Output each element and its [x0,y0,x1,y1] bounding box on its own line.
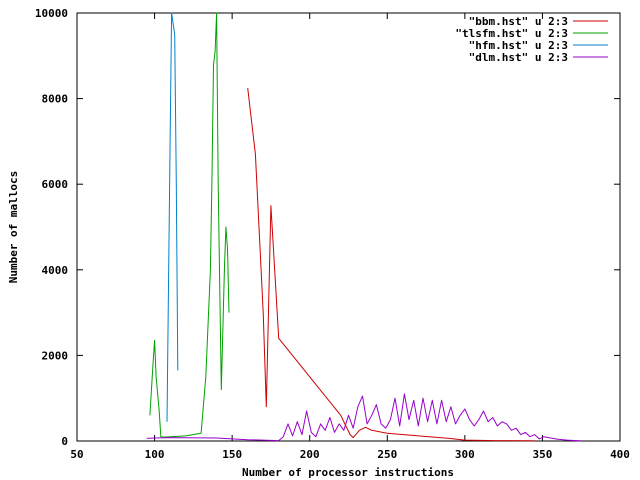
x-axis-label: Number of processor instructions [242,466,454,479]
y-axis-label: Number of mallocs [7,171,20,284]
ticks-layer: 50 100 150 200 250 300 350 40002000400060008000… [35,7,630,461]
x-tick-label: 400 [610,448,630,461]
series-line-3 [146,393,582,442]
x-tick-label: 100 [145,448,165,461]
x-tick-label: 150 [222,448,242,461]
plot-frame [76,12,621,442]
legend: "bbm.hst" u 2:3"tlsfm.hst" u 2:3"hfm.hst… [455,15,608,64]
legend-label: "hfm.hst" u 2:3 [469,39,568,52]
x-tick-label: 350 [532,448,552,461]
y-tick-label: 6000 [42,178,69,191]
series-line-0 [247,87,535,442]
series-line-1 [149,12,230,438]
x-tick-label: 300 [455,448,475,461]
x-tick-label: 200 [300,448,320,461]
legend-label: "tlsfm.hst" u 2:3 [455,27,568,40]
legend-label: "dlm.hst" u 2:3 [469,51,568,64]
x-tick-label: 50 [70,448,83,461]
legend-label: "bbm.hst" u 2:3 [469,15,568,28]
x-tick-label: 250 [377,448,397,461]
series-line-2 [166,12,179,422]
y-tick-label: 4000 [42,264,69,277]
y-tick-label: 0 [61,435,68,448]
y-tick-label: 2000 [42,349,69,362]
y-tick-label: 10000 [35,7,68,20]
y-tick-label: 8000 [42,93,69,106]
series-layer [146,12,582,442]
